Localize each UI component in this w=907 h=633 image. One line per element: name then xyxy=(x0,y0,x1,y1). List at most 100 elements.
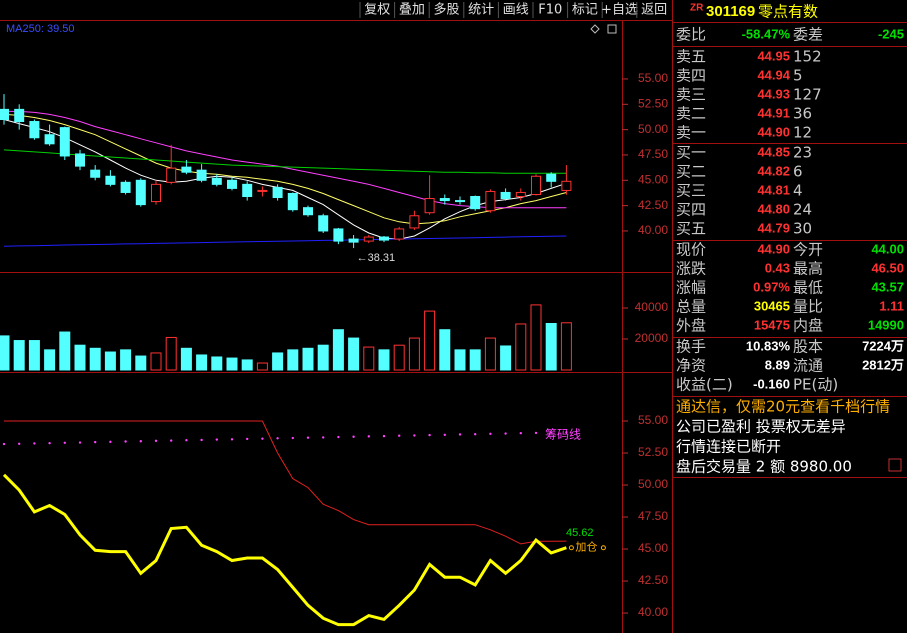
stock-prefix: ZR xyxy=(690,3,704,14)
quote-label: 内盘 xyxy=(793,317,823,335)
toolbar-button[interactable]: +自选 xyxy=(601,3,638,18)
volume-bar xyxy=(424,310,436,371)
chip-dot xyxy=(458,433,462,436)
quote-label: 30 xyxy=(793,220,812,238)
volume-bar xyxy=(348,337,360,371)
candle-body xyxy=(318,215,329,232)
quote-label: 152 xyxy=(793,48,822,66)
quote-label: 买四 xyxy=(676,201,706,219)
volume-bar xyxy=(469,349,481,371)
dotted-label: 筹码线 xyxy=(545,427,581,441)
quote-label: 卖三 xyxy=(676,86,706,104)
volume-bar xyxy=(59,331,71,371)
y-tick-label: 42.50 xyxy=(638,573,668,587)
quote-value: 30465 xyxy=(754,298,790,313)
toolbar-button[interactable]: 标记 xyxy=(572,3,598,18)
quote-value: 44.79 xyxy=(757,220,790,235)
toolbar-button[interactable]: 复权 xyxy=(364,2,390,18)
volume-bar xyxy=(89,347,101,371)
chip-dot xyxy=(109,440,112,444)
y-tick-label: 47.50 xyxy=(638,147,668,161)
chip-dot xyxy=(94,440,97,444)
cost-line xyxy=(4,420,567,545)
volume-bar xyxy=(211,356,223,371)
chip-dot xyxy=(382,434,386,438)
toolbar-button[interactable]: 多股 xyxy=(433,2,459,18)
quote-label: 卖二 xyxy=(676,105,706,123)
quote-value: -58.47% xyxy=(742,26,791,41)
quote-value: 44.80 xyxy=(757,201,790,216)
volume-bar xyxy=(287,349,299,371)
quote-value: 0.97% xyxy=(753,279,790,294)
quote-label: 换手 xyxy=(676,338,706,356)
y-tick-label: 50.00 xyxy=(638,477,668,491)
candle-body xyxy=(394,228,405,240)
candle-body xyxy=(561,180,572,191)
quote-value: 1.11 xyxy=(879,298,904,313)
quote-value: 7224万 xyxy=(862,338,904,353)
chip-dot xyxy=(63,441,66,444)
notice: 通达信，仅需20元查看千档行情 xyxy=(676,398,890,416)
candle-body xyxy=(120,181,131,193)
candle-body xyxy=(181,166,192,173)
volume-bar xyxy=(13,340,25,371)
y-tick-label: 55.00 xyxy=(638,71,668,85)
quote-label: 外盘 xyxy=(676,317,706,335)
volume-bar xyxy=(515,323,527,371)
quote-value: 2812万 xyxy=(862,357,904,372)
volume-bar xyxy=(272,352,284,371)
quote-label: 6 xyxy=(793,163,803,181)
signal-label: 加仓 xyxy=(575,540,597,554)
candle-body xyxy=(166,167,177,183)
volume-bar xyxy=(530,304,542,371)
candle-body xyxy=(135,179,146,206)
y-tick-label: 55.00 xyxy=(638,413,668,427)
chip-dot xyxy=(246,437,249,441)
quote-label: 现价 xyxy=(676,241,706,259)
quote-value: 10.83% xyxy=(746,338,791,353)
volume-bar xyxy=(226,357,238,371)
candle-body xyxy=(242,183,253,198)
quote-label: 总量 xyxy=(676,298,706,316)
volume-bar xyxy=(196,354,208,371)
quote-label: 今开 xyxy=(793,241,823,259)
toolbar-button[interactable]: 统计 xyxy=(468,3,494,18)
volume-bar xyxy=(150,352,162,371)
quote-label: PE(动) xyxy=(793,376,838,394)
toolbar-button[interactable]: 返回 xyxy=(641,3,667,18)
chip-dot xyxy=(474,432,477,436)
chip-dot xyxy=(443,433,446,437)
candle-body xyxy=(90,169,101,178)
y-tick-label: 52.50 xyxy=(638,96,668,110)
toolbar-button[interactable]: 画线 xyxy=(503,3,529,18)
quote-value: 44.93 xyxy=(757,86,790,101)
ma-line xyxy=(3,235,567,247)
notice: 盘后交易量 2 额 8980.00 xyxy=(676,458,852,476)
chip-dot xyxy=(33,442,36,445)
toolbar-button[interactable]: 叠加 xyxy=(399,3,425,18)
chip-dot xyxy=(322,436,325,439)
volume-bar xyxy=(28,340,40,371)
chip-dot xyxy=(519,431,522,435)
volume-bar xyxy=(135,355,147,371)
stock-name: 零点有数 xyxy=(758,3,818,21)
y-tick-label: 45.00 xyxy=(638,541,668,555)
y-tick-label: 52.50 xyxy=(638,445,668,459)
notice: 行情连接已断开 xyxy=(676,438,781,456)
volume-bar xyxy=(560,322,572,371)
toolbar-button[interactable]: F10 xyxy=(538,3,562,18)
volume-bar xyxy=(180,347,192,371)
y-tick-label: 40000 xyxy=(635,300,669,314)
quote-label: 涨跌 xyxy=(676,260,706,278)
cost-label: 45.62 xyxy=(566,527,594,539)
volume-bar xyxy=(256,362,268,371)
quote-label: 买五 xyxy=(676,220,706,238)
chip-dot xyxy=(337,435,340,439)
volume-bar xyxy=(378,349,390,371)
quote-value: 8.89 xyxy=(765,357,790,372)
chip-dot xyxy=(154,439,158,443)
volume-bar xyxy=(545,322,557,371)
candle-body xyxy=(196,169,207,181)
chip-dot xyxy=(18,442,21,445)
